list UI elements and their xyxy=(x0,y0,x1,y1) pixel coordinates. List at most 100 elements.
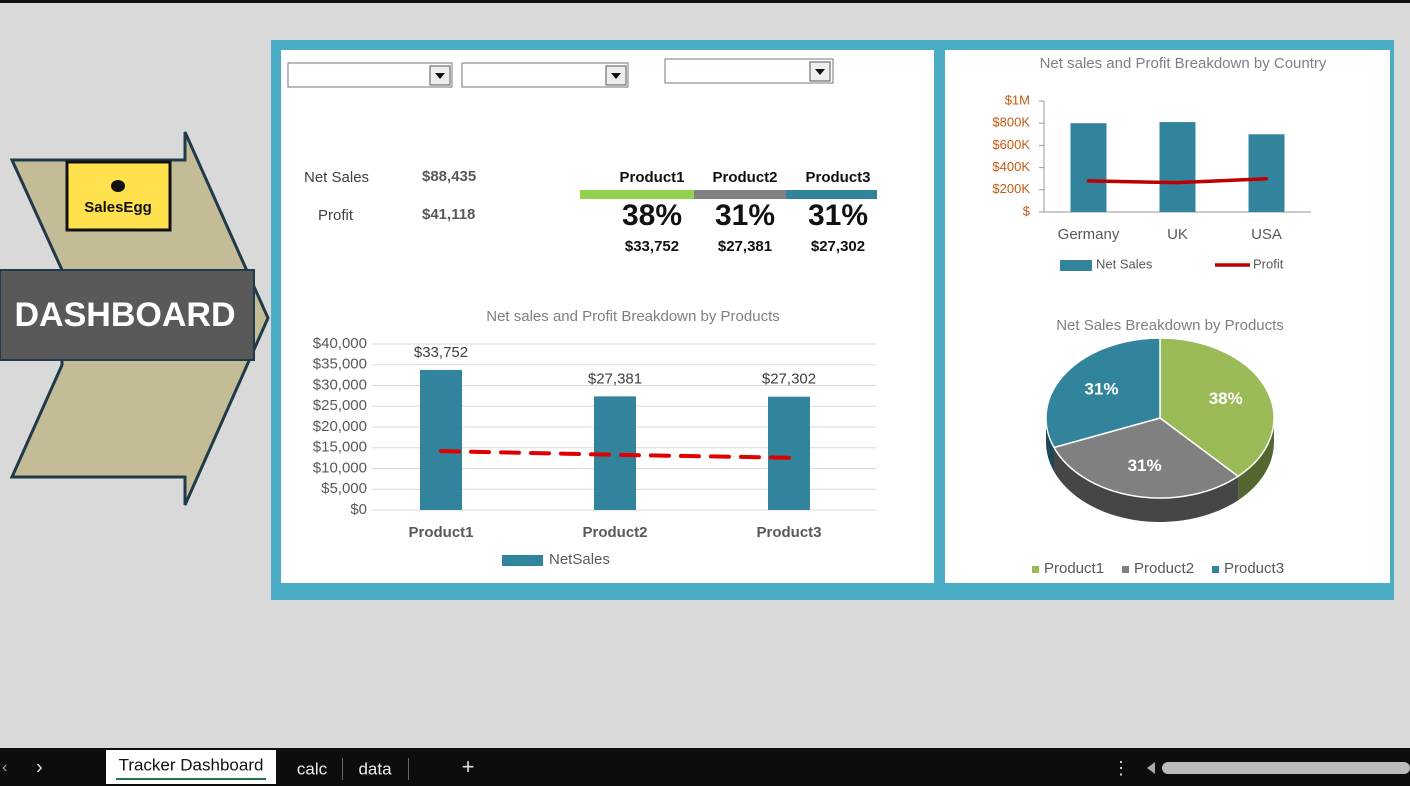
legend-label: Product1 xyxy=(1044,560,1104,577)
scroll-left[interactable] xyxy=(1147,762,1155,774)
sheet-tab[interactable]: Tracker Dashboard xyxy=(119,755,264,774)
card-bar xyxy=(580,190,694,199)
pie-side xyxy=(1054,447,1239,522)
y-tick-label: $0 xyxy=(350,501,367,518)
kpi-value: $88,435 xyxy=(422,168,476,185)
chart: Net sales and Profit Breakdown by Produc… xyxy=(313,308,876,568)
card-title: Product3 xyxy=(805,169,870,186)
legend-label: Product3 xyxy=(1224,560,1284,577)
card-bar xyxy=(786,190,877,199)
legend-label: Net Sales xyxy=(1096,256,1153,271)
y-tick-label: $35,000 xyxy=(313,356,367,373)
chart: Net sales and Profit Breakdown by Countr… xyxy=(992,55,1326,271)
y-tick-label: $40,000 xyxy=(313,335,367,352)
y-tick-label: $15,000 xyxy=(313,439,367,456)
dropdown-arrow xyxy=(435,73,445,79)
data-label: $27,302 xyxy=(762,371,816,388)
kpi-label: Net Sales xyxy=(304,169,369,186)
legend-label: Product2 xyxy=(1134,560,1194,577)
legend-marker xyxy=(1212,566,1219,573)
pie-slice xyxy=(1159,337,1275,501)
pie-slice xyxy=(1045,337,1161,472)
bar xyxy=(1159,122,1196,212)
line xyxy=(1086,176,1269,185)
card-share: 31% xyxy=(715,199,775,232)
y-tick-label: $5,000 xyxy=(321,480,367,497)
more-menu[interactable]: ⋮ xyxy=(1112,758,1130,778)
logo-icon xyxy=(111,180,125,192)
pie-top xyxy=(1052,417,1240,499)
dropdown[interactable] xyxy=(461,62,629,88)
x-tick-label: UK xyxy=(1167,226,1188,243)
top-edge xyxy=(0,0,1410,3)
nav-next[interactable]: › xyxy=(36,756,43,778)
x-tick-label: Germany xyxy=(1058,226,1120,243)
active-tab-underline xyxy=(116,778,266,780)
y-tick-label: $200K xyxy=(992,181,1030,196)
data-label: 31% xyxy=(1085,380,1119,399)
y-tick-label: $600K xyxy=(992,137,1030,152)
pie-top xyxy=(1045,337,1161,449)
legend-marker xyxy=(1122,566,1129,573)
dropdown-box[interactable] xyxy=(664,58,834,84)
x-tick-label: USA xyxy=(1251,226,1282,243)
add-sheet[interactable]: + xyxy=(462,754,475,779)
kpi-value: $41,118 xyxy=(422,206,475,223)
legend-label: NetSales xyxy=(549,551,610,568)
data-label: $33,752 xyxy=(414,344,468,361)
logo: SalesEgg xyxy=(84,199,152,216)
y-tick-label: $ xyxy=(1023,203,1031,218)
logo-box xyxy=(65,160,172,232)
dropdown-box[interactable] xyxy=(287,62,453,88)
product-cards: Product1 38% $33,752 Product2 31% $27,381 Prod… xyxy=(580,169,877,255)
dropdown[interactable] xyxy=(664,58,834,84)
x-tick-label: Product2 xyxy=(582,524,647,541)
nav-prev[interactable]: ‹ xyxy=(2,759,7,776)
bar xyxy=(1248,134,1285,212)
pie-slice xyxy=(1052,417,1240,522)
sheet-tab[interactable]: calc xyxy=(297,759,328,778)
chart-title: Net sales and Profit Breakdown by Countr… xyxy=(1040,55,1327,72)
y-tick-label: $400K xyxy=(992,159,1030,174)
sheet-tab[interactable]: data xyxy=(358,759,392,778)
data-label: 31% xyxy=(1128,456,1162,475)
bar xyxy=(768,396,810,510)
pie-side xyxy=(1046,418,1055,472)
card-sales: $27,302 xyxy=(811,238,865,255)
y-tick-label: $800K xyxy=(992,115,1030,130)
line xyxy=(439,449,791,460)
dropdown-box[interactable] xyxy=(461,62,629,88)
y-tick-label: $1M xyxy=(1005,92,1030,107)
legend-marker xyxy=(1032,566,1039,573)
chart-title: Net Sales Breakdown by Products xyxy=(1056,317,1284,334)
y-tick-label: $20,000 xyxy=(313,418,367,435)
card-share: 38% xyxy=(622,199,682,232)
tab-separator xyxy=(408,758,409,780)
y-tick-label: $25,000 xyxy=(313,397,367,414)
pie-side xyxy=(1238,418,1274,501)
banner: DASHBOARD xyxy=(15,296,236,334)
data-label: 38% xyxy=(1209,389,1243,408)
scrollbar[interactable] xyxy=(1162,762,1410,774)
card-bar xyxy=(694,190,786,199)
data-label: $27,381 xyxy=(588,370,642,387)
card-share: 31% xyxy=(808,199,868,232)
dropdown[interactable] xyxy=(287,62,453,88)
bar xyxy=(420,369,462,510)
y-tick-label: $30,000 xyxy=(313,376,367,393)
card-title: Product1 xyxy=(619,169,684,186)
x-tick-label: Product3 xyxy=(756,524,821,541)
bar xyxy=(1070,123,1107,212)
card-title: Product2 xyxy=(712,169,777,186)
y-tick-label: $10,000 xyxy=(313,459,367,476)
dropdown-arrow xyxy=(815,69,825,75)
dropdown-arrow xyxy=(611,73,621,79)
chart-title: Net sales and Profit Breakdown by Produc… xyxy=(486,308,779,325)
kpi-label: Profit xyxy=(318,207,354,224)
legend-marker xyxy=(1060,260,1092,271)
card-sales: $33,752 xyxy=(625,238,679,255)
tab-separator xyxy=(342,758,343,780)
legend-label: Profit xyxy=(1253,256,1284,271)
